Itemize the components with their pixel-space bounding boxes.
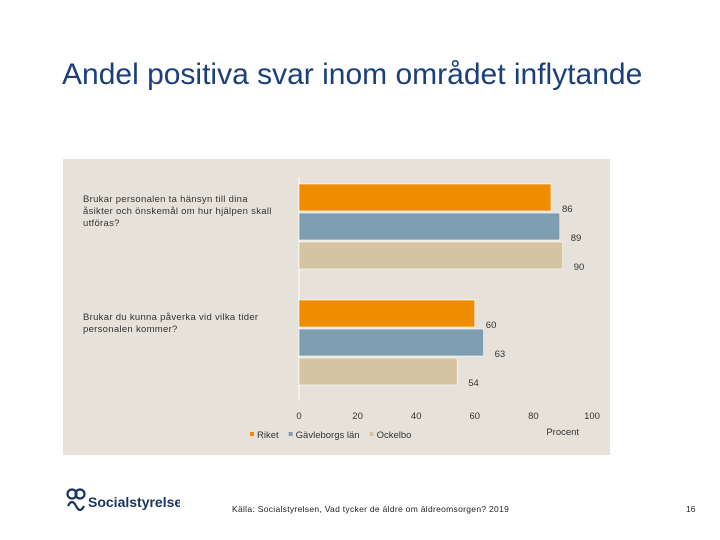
bar-1-1 [298,328,484,357]
data-label-0-0: 86 [562,204,573,215]
data-label-0-1: 60 [486,320,497,331]
bar-2-1 [298,357,458,386]
legend-swatch-0 [250,432,254,436]
data-label-2-1: 54 [468,378,479,389]
chart-panel: Brukar personalen ta hänsyn till dina ås… [63,159,610,455]
legend-swatch-1 [288,432,293,436]
data-label-2-0: 90 [574,262,585,273]
x-tick-label: 80 [528,411,539,422]
x-tick-label: 100 [584,411,600,422]
legend-swatch-2 [369,432,374,436]
bar-0-1 [298,299,476,328]
category-label-1: Brukar du kunna påverka vid vilka tider … [83,312,259,335]
socialstyrelsen-logo: Socialstyrelsen [66,488,180,512]
category-label-0: Brukar personalen ta hänsyn till dina ås… [83,194,272,229]
x-tick-label: 0 [296,411,301,422]
bar-0-0 [298,183,552,212]
x-tick-label: 60 [470,411,481,422]
legend-label-2: Ockelbo [377,430,412,441]
svg-text:Socialstyrelsen: Socialstyrelsen [88,494,180,510]
legend-label-0: Riket [257,430,279,441]
legend-label-1: Gävleborgs län [296,430,360,441]
page-title: Andel positiva svar inom området inflyta… [62,58,643,91]
data-label-1-0: 89 [571,233,582,244]
x-tick-label: 40 [411,411,422,422]
bar-chart: 86 89 90 60 63 54 0 20 40 60 80 100 Procent Riket Gävl… [250,177,600,441]
x-tick-label: 20 [352,411,363,422]
source-note: Källa: Socialstyrelsen, Vad tycker de äl… [232,504,510,514]
bar-1-0 [298,212,561,241]
x-axis-title: Procent [546,427,579,438]
page-number: 16 [686,504,696,514]
bar-2-0 [298,241,564,270]
data-label-1-1: 63 [495,349,506,360]
